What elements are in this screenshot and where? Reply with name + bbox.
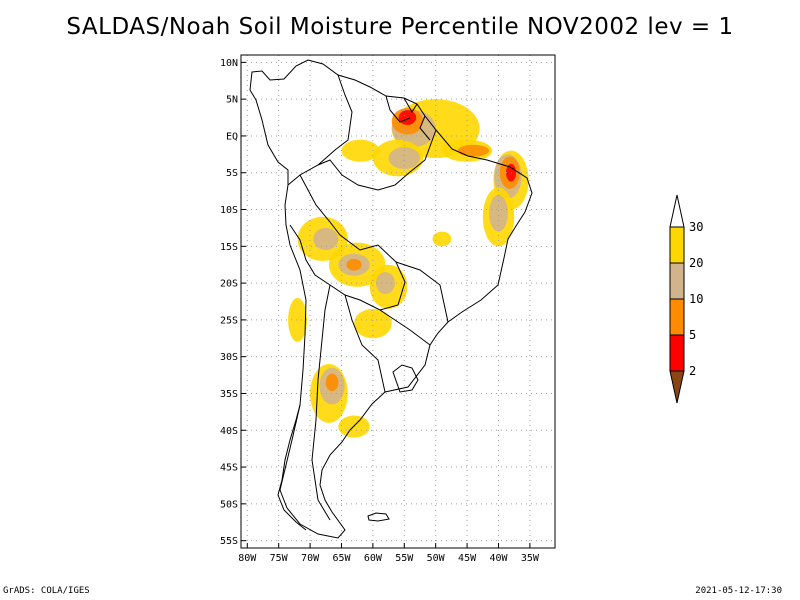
percentile-patch-p10_20 bbox=[388, 146, 420, 170]
falkland-islands bbox=[367, 512, 390, 522]
lat-tick-label: 25S bbox=[220, 315, 238, 326]
lon-tick-label: 65W bbox=[332, 553, 351, 564]
lon-tick-label: 70W bbox=[301, 553, 320, 564]
footer-credit: GrADS: COLA/IGES bbox=[3, 586, 90, 596]
percentile-patch-p20_30 bbox=[341, 139, 380, 162]
lat-tick-label: 50S bbox=[220, 499, 238, 510]
colorbar-segment-p20_30 bbox=[669, 226, 685, 264]
lat-tick-label: 15S bbox=[220, 242, 238, 253]
lon-tick-label: 45W bbox=[458, 553, 477, 564]
longitude-axis: 80W 75W 70W 65W 60W 55W 50W 45W 40W 35W bbox=[238, 543, 540, 564]
percentile-patch-p10_20 bbox=[376, 272, 395, 295]
percentile-patch-p5_10 bbox=[325, 373, 339, 392]
colorbar-label: 2 bbox=[689, 364, 696, 378]
uruguay-outline bbox=[392, 364, 419, 393]
country-borders bbox=[287, 74, 449, 521]
percentile-patch-p5_10 bbox=[346, 258, 362, 271]
colorbar-segment-p2_5 bbox=[669, 334, 685, 372]
percentile-patch-p10_20 bbox=[313, 227, 339, 250]
lat-tick-label: 5N bbox=[226, 95, 238, 106]
lon-tick-label: 35W bbox=[521, 553, 540, 564]
colorbar-label: 5 bbox=[689, 328, 696, 342]
lat-tick-label: 20S bbox=[220, 279, 238, 290]
chile-coast-fjords bbox=[277, 404, 307, 531]
lon-tick-label: 60W bbox=[364, 553, 383, 564]
colorbar-legend: 30 20 10 5 2 bbox=[669, 194, 703, 404]
lat-tick-label: 35S bbox=[220, 389, 238, 400]
lat-tick-label: 10S bbox=[220, 205, 238, 216]
graticule bbox=[241, 55, 555, 548]
lat-tick-label: 5S bbox=[226, 168, 238, 179]
percentile-patch-p5_10 bbox=[457, 144, 490, 157]
lon-tick-label: 40W bbox=[489, 553, 508, 564]
colorbar-label: 20 bbox=[689, 256, 703, 270]
lat-tick-label: 30S bbox=[220, 352, 238, 363]
lon-tick-label: 55W bbox=[395, 553, 414, 564]
colorbar-label: 10 bbox=[689, 292, 703, 306]
percentile-patch-p20_30 bbox=[432, 231, 452, 247]
colorbar-segment-p5_10 bbox=[669, 298, 685, 336]
lat-tick-label: EQ bbox=[226, 131, 238, 142]
latitude-axis: 10N 5N EQ 5S 10S 15S 20S 25S 30S 35S 40S 45S 50S 55S bbox=[220, 58, 246, 547]
percentile-patch-p10_20 bbox=[489, 194, 508, 232]
colorbar-segment-p10_20 bbox=[669, 262, 685, 300]
colorbar-segment-above_30 bbox=[669, 194, 685, 228]
lat-tick-label: 45S bbox=[220, 463, 238, 474]
colorbar-segment-below_2 bbox=[669, 370, 685, 404]
lon-tick-label: 50W bbox=[427, 553, 446, 564]
map-frame bbox=[240, 54, 556, 549]
coastlines-borders bbox=[249, 59, 533, 539]
percentile-patch-p2_5 bbox=[398, 110, 417, 125]
percentile-patch-p20_30 bbox=[354, 308, 392, 339]
lon-tick-label: 80W bbox=[238, 553, 257, 564]
lat-tick-label: 40S bbox=[220, 426, 238, 437]
percentile-patch-p20_30 bbox=[288, 297, 307, 342]
map-title: SALDAS/Noah Soil Moisture Percentile NOV… bbox=[66, 14, 734, 40]
footer-timestamp: 2021-05-12-17:30 bbox=[695, 586, 782, 596]
soil-moisture-shading bbox=[288, 99, 529, 438]
lat-tick-label: 10N bbox=[220, 58, 238, 69]
colorbar-label: 30 bbox=[689, 220, 703, 234]
lat-tick-label: 55S bbox=[220, 536, 238, 547]
lon-tick-label: 75W bbox=[270, 553, 289, 564]
